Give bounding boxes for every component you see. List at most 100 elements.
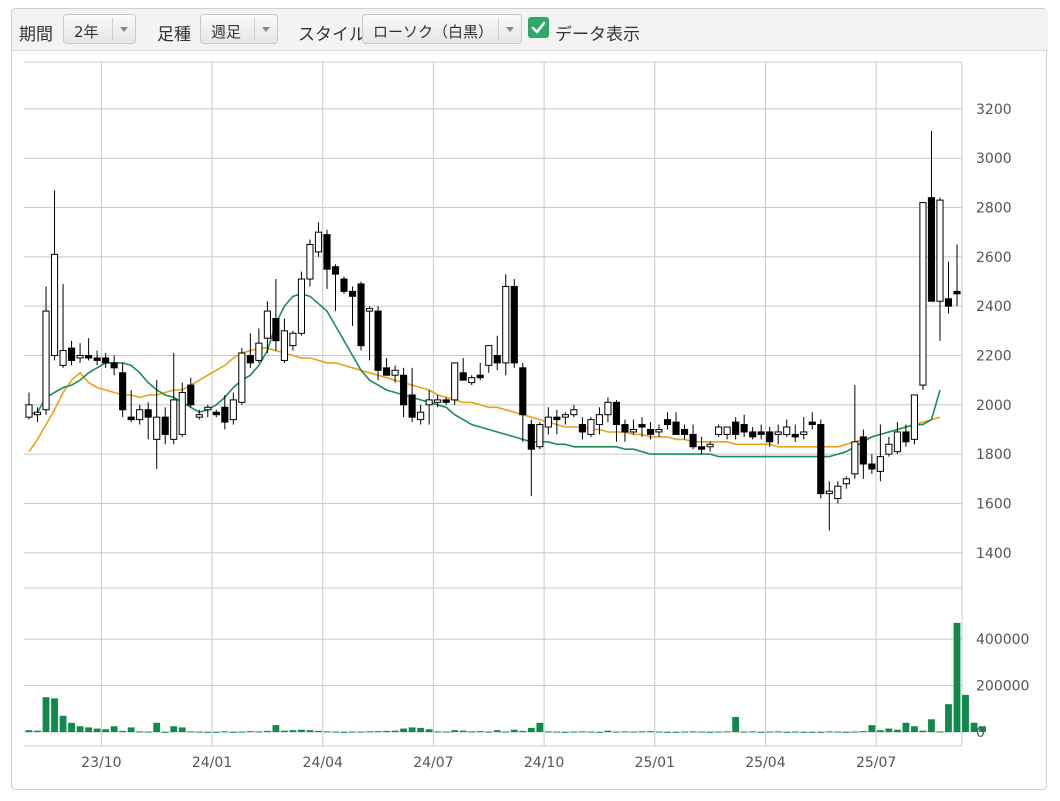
candle-body bbox=[510, 285, 518, 364]
candlesticks bbox=[25, 131, 961, 531]
volume-bar bbox=[544, 731, 552, 733]
volume-bar bbox=[902, 722, 910, 733]
volume-bar bbox=[698, 731, 705, 733]
candle-body bbox=[766, 431, 774, 443]
volume-bar bbox=[732, 716, 740, 733]
style-select[interactable]: ローソク（白黒） bbox=[362, 14, 522, 44]
volume-bar bbox=[851, 731, 859, 733]
candle-body bbox=[621, 424, 629, 433]
volume-bar bbox=[519, 730, 527, 733]
volume-bar bbox=[178, 727, 186, 733]
candle-body bbox=[425, 399, 433, 406]
x-tick-label: 23/10 bbox=[81, 755, 121, 771]
volume-bar bbox=[655, 731, 663, 733]
volume-bar bbox=[757, 731, 765, 733]
chevron-down-icon bbox=[112, 18, 135, 40]
candle-body bbox=[340, 278, 348, 292]
candle-body bbox=[527, 424, 535, 450]
volume-bar bbox=[638, 731, 646, 733]
volume-bar bbox=[859, 731, 867, 733]
candle-body bbox=[246, 354, 254, 364]
candle-body bbox=[408, 394, 416, 418]
volume-bar bbox=[485, 731, 493, 733]
volume-bar bbox=[263, 730, 271, 733]
y-tick-label: 3000 bbox=[976, 151, 1012, 167]
candle-body bbox=[153, 416, 161, 440]
candle-body bbox=[33, 411, 42, 416]
candle-body bbox=[374, 310, 382, 371]
candle-body bbox=[834, 485, 842, 500]
candle-body bbox=[672, 421, 680, 435]
volume-bar bbox=[408, 727, 416, 733]
volume-bar bbox=[238, 731, 246, 733]
candle-body bbox=[314, 231, 323, 253]
period-select[interactable]: 2年 bbox=[63, 14, 136, 44]
candle-body bbox=[451, 362, 459, 401]
candle-body bbox=[740, 424, 748, 433]
volume-bar bbox=[298, 729, 305, 733]
volume-bar bbox=[715, 731, 723, 733]
volume-bar bbox=[868, 725, 876, 733]
volume-bar bbox=[434, 731, 442, 733]
candle-body bbox=[93, 357, 101, 361]
volume-bar bbox=[578, 731, 586, 733]
volume-bar bbox=[672, 731, 680, 733]
volume-bar bbox=[979, 726, 986, 733]
volume-bar bbox=[766, 731, 774, 733]
volume-bar bbox=[366, 731, 373, 733]
style-select-value: ローソク（白黒） bbox=[373, 23, 494, 41]
volume-tick-label: 200000 bbox=[976, 679, 1029, 695]
volume-bar bbox=[144, 731, 152, 733]
volume-bar bbox=[85, 727, 93, 733]
x-tick-label: 24/04 bbox=[303, 755, 343, 771]
volume-bar bbox=[468, 731, 476, 733]
candle-body bbox=[68, 347, 76, 361]
volume-bar bbox=[442, 731, 450, 733]
period-select-value: 2年 bbox=[74, 23, 99, 41]
candle-body bbox=[238, 352, 246, 403]
candle-body bbox=[442, 399, 450, 403]
candle-body bbox=[476, 374, 484, 379]
volume-bar bbox=[76, 726, 84, 733]
volume-bar bbox=[119, 730, 127, 733]
volume-bar bbox=[493, 730, 501, 733]
candle-body bbox=[817, 424, 825, 495]
y-tick-label: 2400 bbox=[976, 299, 1012, 315]
style-label: スタイル bbox=[298, 25, 366, 45]
chart-toolbar: 期間 2年 足種 週足 スタイル ローソク（白黒） データ表示 bbox=[12, 9, 1048, 51]
candle-body bbox=[110, 362, 118, 369]
long-moving-average-line bbox=[28, 347, 941, 453]
chevron-down-icon bbox=[498, 18, 521, 40]
candle-body bbox=[144, 409, 152, 418]
volume-bar bbox=[911, 726, 918, 733]
candle-body bbox=[808, 421, 816, 426]
volume-bar bbox=[161, 731, 169, 733]
candle-body bbox=[187, 384, 195, 406]
volume-bar bbox=[842, 731, 850, 733]
candle-body bbox=[732, 421, 740, 435]
volume-bar bbox=[374, 731, 382, 733]
candle-body bbox=[859, 436, 867, 465]
candle-body bbox=[885, 443, 893, 455]
checkmark-icon bbox=[531, 21, 546, 34]
candle-body bbox=[851, 441, 859, 475]
show-data-checkbox[interactable] bbox=[528, 17, 549, 38]
x-tick-label: 24/10 bbox=[524, 755, 564, 771]
candle-body bbox=[689, 433, 697, 448]
volume-tick-label: 0 bbox=[976, 725, 985, 741]
candle-body bbox=[646, 428, 655, 435]
candle-body bbox=[272, 318, 280, 342]
volume-bar bbox=[706, 731, 714, 733]
y-tick-label: 1600 bbox=[976, 496, 1012, 512]
volume-bar bbox=[357, 731, 365, 733]
interval-select[interactable]: 週足 bbox=[200, 14, 278, 44]
candle-body bbox=[383, 367, 391, 376]
volume-bar bbox=[332, 731, 339, 733]
candle-body bbox=[561, 414, 569, 418]
volume-bar bbox=[170, 726, 178, 733]
volume-bar bbox=[630, 731, 637, 733]
volume-bar bbox=[749, 731, 757, 733]
candle-body bbox=[825, 490, 833, 495]
candle-body bbox=[161, 416, 169, 435]
